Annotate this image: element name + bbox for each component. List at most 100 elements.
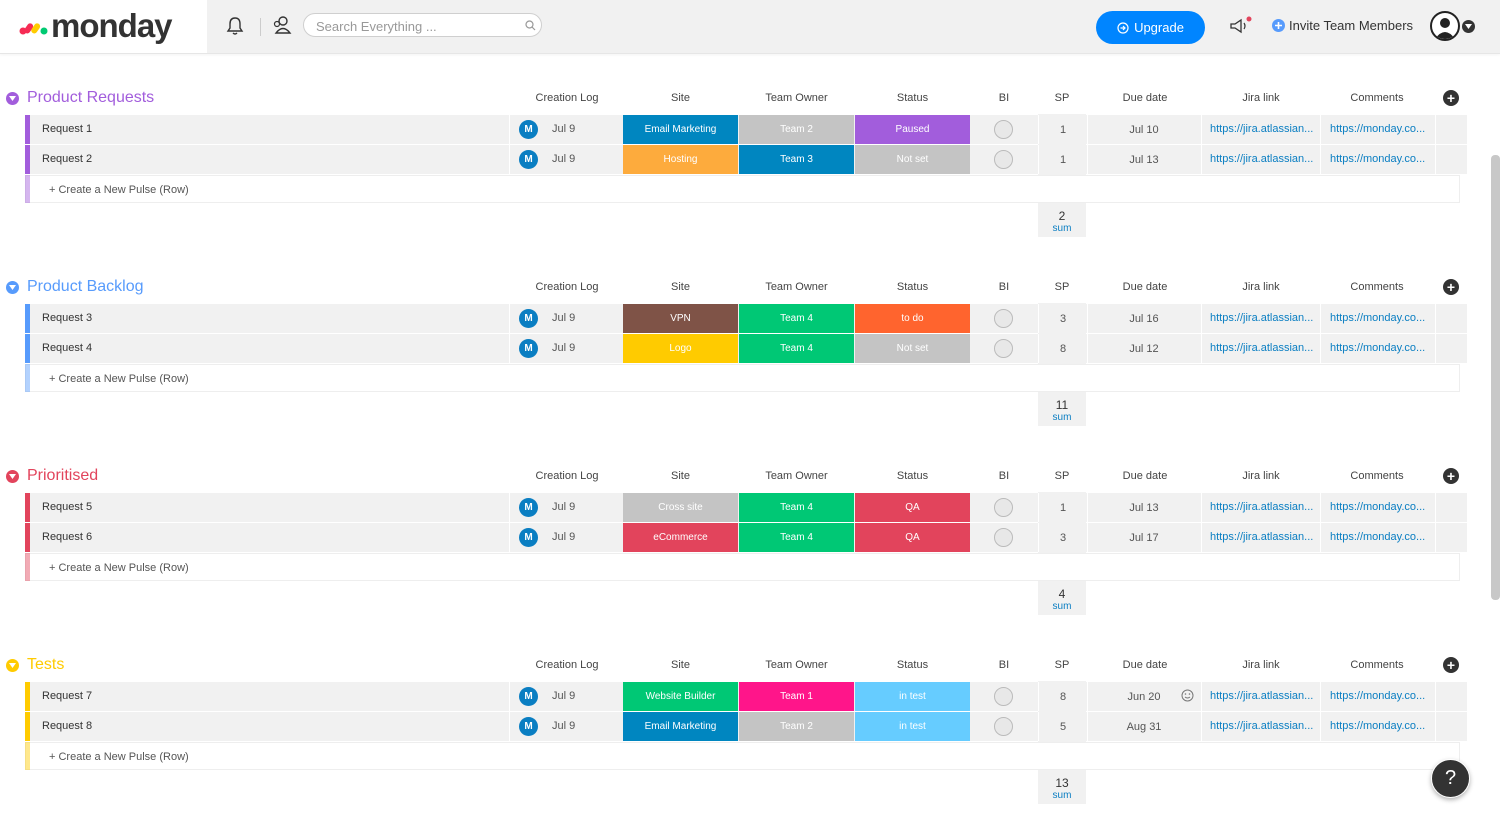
bi-person-icon[interactable] [994, 120, 1013, 139]
column-header-status[interactable]: Status [896, 470, 929, 482]
search-icon[interactable] [525, 20, 536, 31]
column-header-comments[interactable]: Comments [1350, 659, 1404, 671]
status-cell[interactable]: QA [855, 493, 970, 522]
comments-link[interactable]: https://monday.co... [1330, 123, 1426, 135]
column-header-status[interactable]: Status [896, 92, 929, 104]
create-new-pulse-row[interactable]: + Create a New Pulse (Row) [25, 364, 1460, 392]
column-header-due-date[interactable]: Due date [1122, 92, 1168, 104]
creator-avatar[interactable]: M [519, 309, 538, 328]
group-collapse-icon[interactable] [6, 91, 19, 105]
team-owner-cell[interactable]: Team 4 [739, 334, 854, 363]
group-collapse-icon[interactable] [6, 658, 19, 672]
due-date-cell[interactable]: Jul 13 [1087, 145, 1202, 174]
column-header-team-owner[interactable]: Team Owner [765, 659, 828, 671]
jira-link[interactable]: https://jira.atlassian... [1210, 531, 1314, 543]
group-title[interactable]: Product Backlog [27, 278, 144, 295]
jira-link[interactable]: https://jira.atlassian... [1210, 312, 1314, 324]
column-header-sp[interactable]: SP [1054, 470, 1070, 482]
sp-cell[interactable]: 1 [1038, 493, 1088, 522]
column-header-comments[interactable]: Comments [1350, 281, 1404, 293]
comments-link[interactable]: https://monday.co... [1330, 531, 1426, 543]
team-owner-cell[interactable]: Team 1 [739, 682, 854, 711]
sp-sum-label[interactable]: sum [1052, 601, 1072, 612]
column-header-site[interactable]: Site [671, 470, 690, 482]
team-owner-cell[interactable]: Team 3 [739, 145, 854, 174]
create-new-pulse-row[interactable]: + Create a New Pulse (Row) [25, 175, 1460, 203]
column-header-creation-log[interactable]: Creation Log [535, 92, 599, 104]
add-column-button[interactable]: + [1443, 657, 1459, 673]
table-row[interactable]: Request 7 M Jul 9 Website Builder Team 1 in t… [25, 682, 1467, 711]
sp-sum-label[interactable]: sum [1052, 790, 1072, 801]
column-header-team-owner[interactable]: Team Owner [765, 281, 828, 293]
creator-avatar[interactable]: M [519, 687, 538, 706]
column-header-due-date[interactable]: Due date [1122, 470, 1168, 482]
bi-person-icon[interactable] [994, 528, 1013, 547]
bi-person-icon[interactable] [994, 150, 1013, 169]
comments-link[interactable]: https://monday.co... [1330, 501, 1426, 513]
team-owner-cell[interactable]: Team 2 [739, 712, 854, 741]
group-title[interactable]: Tests [27, 656, 65, 673]
site-cell[interactable]: Email Marketing [623, 712, 738, 741]
site-cell[interactable]: Email Marketing [623, 115, 738, 144]
jira-link[interactable]: https://jira.atlassian... [1210, 153, 1314, 165]
column-header-bi[interactable]: BI [998, 659, 1010, 671]
table-row[interactable]: Request 3 M Jul 9 VPN Team 4 to do 3 Jul 16 http… [25, 304, 1467, 333]
column-header-jira-link[interactable]: Jira link [1242, 470, 1280, 482]
creator-avatar[interactable]: M [519, 498, 538, 517]
column-header-creation-log[interactable]: Creation Log [535, 659, 599, 671]
comments-link[interactable]: https://monday.co... [1330, 312, 1426, 324]
help-button[interactable]: ? [1431, 759, 1470, 798]
site-cell[interactable]: Hosting [623, 145, 738, 174]
account-dropdown-icon[interactable] [1462, 20, 1475, 33]
table-row[interactable]: Request 4 M Jul 9 Logo Team 4 Not set 8 Jul 12 h… [25, 334, 1467, 363]
group-header[interactable]: Product Backlog [6, 276, 144, 298]
bi-person-icon[interactable] [994, 717, 1013, 736]
group-header[interactable]: Tests [6, 654, 64, 676]
team-owner-cell[interactable]: Team 2 [739, 115, 854, 144]
megaphone-icon[interactable] [1228, 16, 1252, 36]
create-new-pulse-label[interactable]: + Create a New Pulse (Row) [49, 751, 189, 763]
sp-cell[interactable]: 3 [1038, 523, 1088, 552]
user-avatar[interactable] [1430, 11, 1460, 41]
column-header-comments[interactable]: Comments [1350, 92, 1404, 104]
column-header-creation-log[interactable]: Creation Log [535, 470, 599, 482]
column-header-site[interactable]: Site [671, 659, 690, 671]
team-icon[interactable] [271, 15, 293, 35]
row-name[interactable]: Request 8 [42, 720, 93, 732]
comments-link[interactable]: https://monday.co... [1330, 153, 1426, 165]
row-name[interactable]: Request 4 [42, 342, 93, 354]
column-header-site[interactable]: Site [671, 92, 690, 104]
due-date-cell[interactable]: Jul 16 [1087, 304, 1202, 333]
create-new-pulse-row[interactable]: + Create a New Pulse (Row) [25, 553, 1460, 581]
comments-link[interactable]: https://monday.co... [1330, 720, 1426, 732]
due-date-cell[interactable]: Aug 31 [1087, 712, 1202, 741]
row-name[interactable]: Request 3 [42, 312, 93, 324]
table-row[interactable]: Request 2 M Jul 9 Hosting Team 3 Not set 1 Jul … [25, 145, 1467, 174]
bi-person-icon[interactable] [994, 309, 1013, 328]
table-row[interactable]: Request 8 M Jul 9 Email Marketing Team 2 in t… [25, 712, 1467, 741]
due-date-cell[interactable]: Jun 20 [1087, 682, 1202, 711]
bi-person-icon[interactable] [994, 498, 1013, 517]
group-collapse-icon[interactable] [6, 469, 19, 483]
smiley-icon[interactable] [1181, 689, 1194, 702]
column-header-bi[interactable]: BI [998, 281, 1010, 293]
creator-avatar[interactable]: M [519, 150, 538, 169]
site-cell[interactable]: Cross site [623, 493, 738, 522]
sp-cell[interactable]: 3 [1038, 304, 1088, 333]
status-cell[interactable]: in test [855, 682, 970, 711]
jira-link[interactable]: https://jira.atlassian... [1210, 342, 1314, 354]
column-header-comments[interactable]: Comments [1350, 470, 1404, 482]
column-header-bi[interactable]: BI [998, 470, 1010, 482]
group-title[interactable]: Product Requests [27, 89, 155, 106]
bi-person-icon[interactable] [994, 687, 1013, 706]
column-header-status[interactable]: Status [896, 659, 929, 671]
search-input[interactable] [314, 17, 518, 35]
creator-avatar[interactable]: M [519, 717, 538, 736]
column-header-due-date[interactable]: Due date [1122, 659, 1168, 671]
add-column-button[interactable]: + [1443, 279, 1459, 295]
column-header-jira-link[interactable]: Jira link [1242, 659, 1280, 671]
team-owner-cell[interactable]: Team 4 [739, 304, 854, 333]
column-header-site[interactable]: Site [671, 281, 690, 293]
creator-avatar[interactable]: M [519, 120, 538, 139]
column-header-sp[interactable]: SP [1054, 281, 1070, 293]
